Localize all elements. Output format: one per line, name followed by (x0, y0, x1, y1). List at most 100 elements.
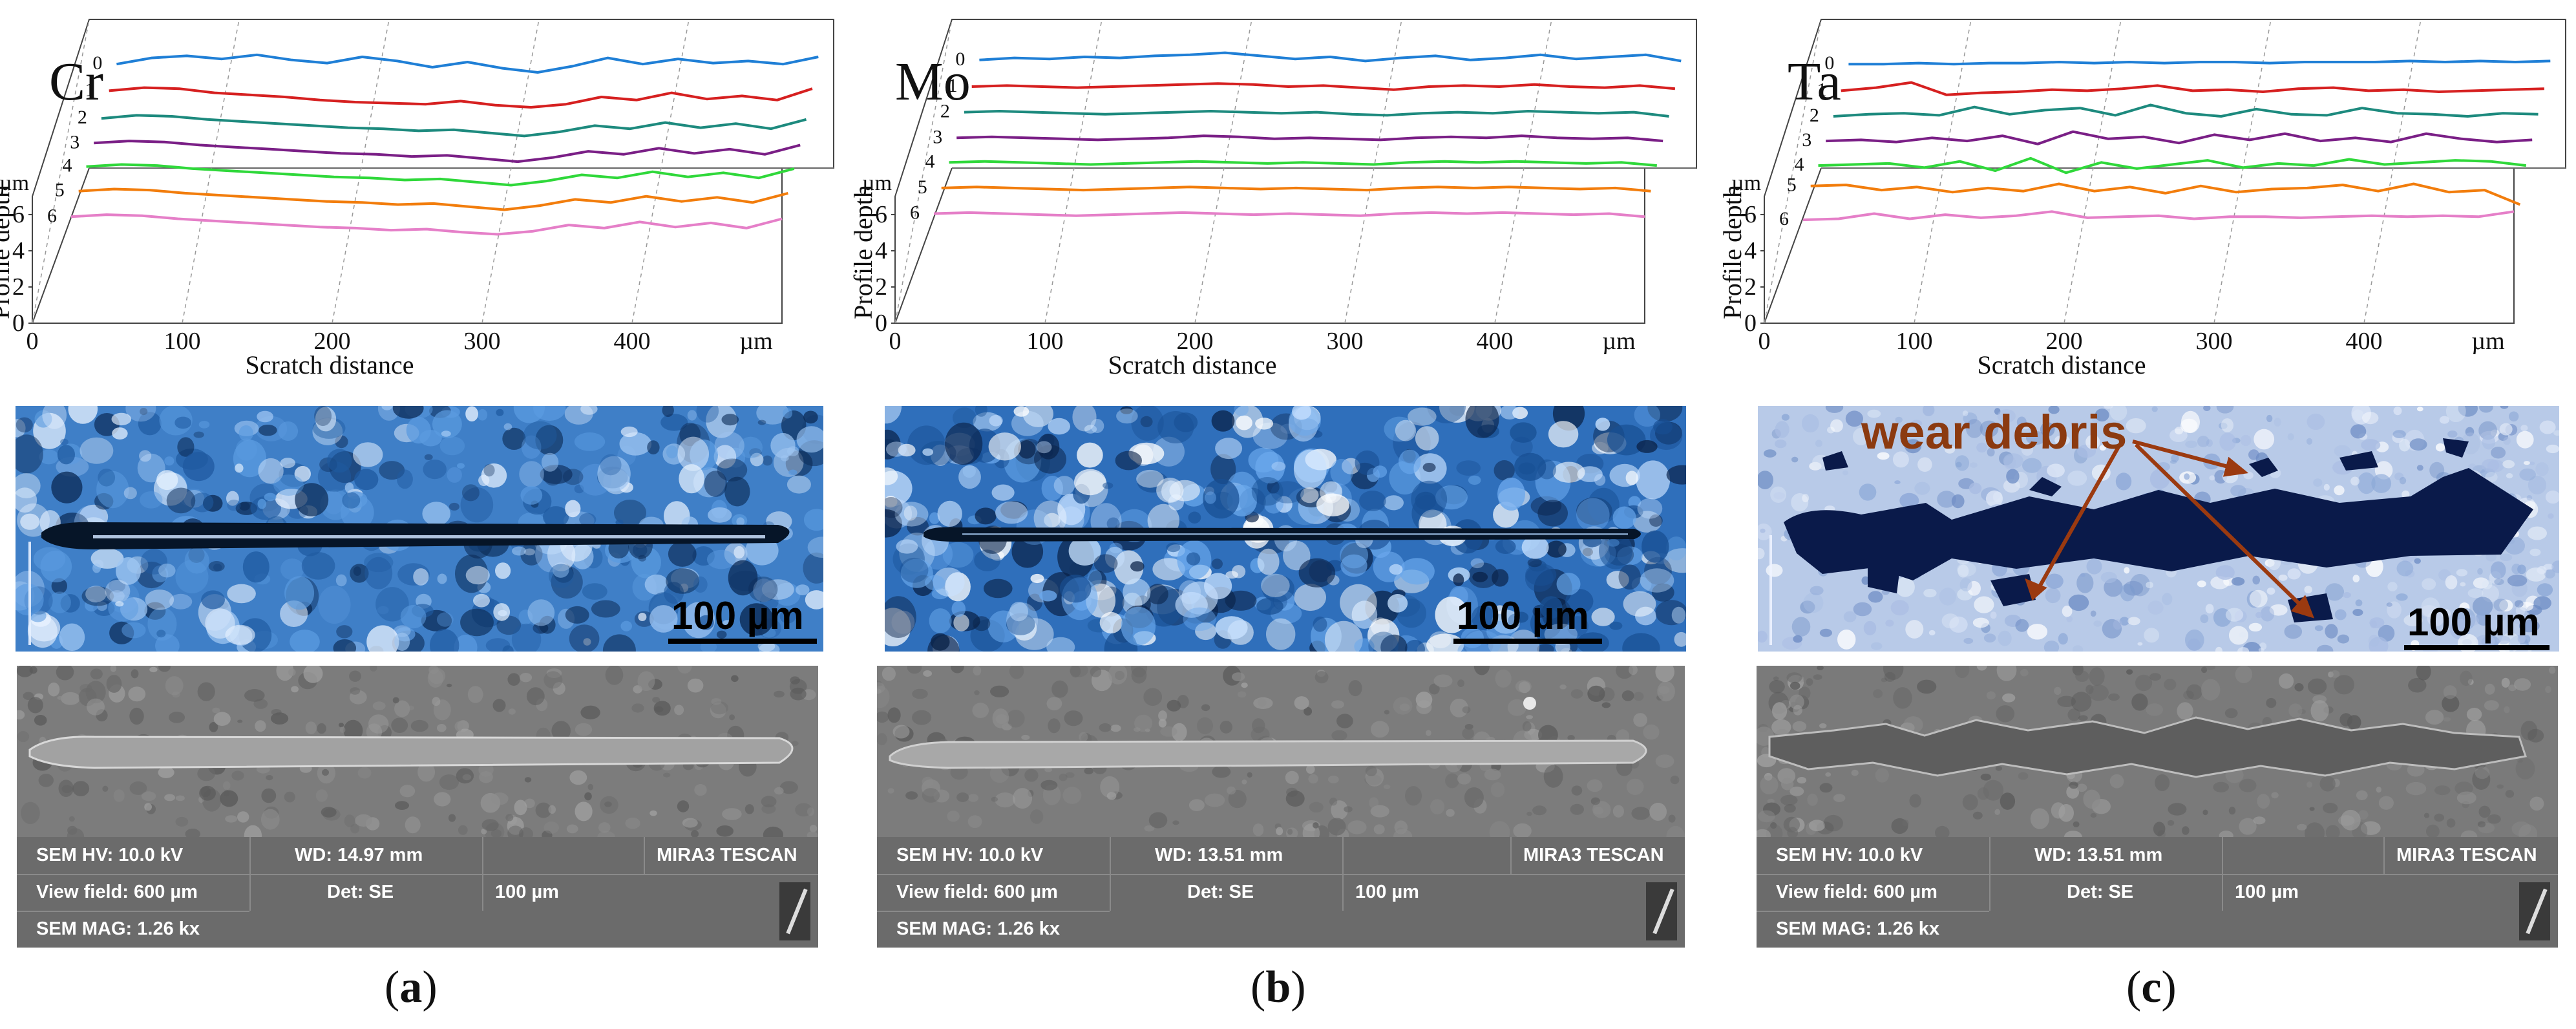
texture-grain (795, 803, 812, 817)
sem-det: Det: SE (327, 882, 394, 902)
texture-grain (518, 827, 533, 837)
texture-grain (1394, 820, 1408, 834)
texture-grain (1370, 805, 1389, 818)
texture-grain (264, 493, 277, 502)
texture-grain (1324, 621, 1363, 652)
texture-grain (1426, 633, 1464, 652)
texture-grain (301, 552, 335, 580)
texture-grain (478, 474, 490, 487)
y-tick-label: 4 (1744, 237, 1757, 264)
texture-grain (907, 666, 922, 674)
texture-grain (796, 426, 823, 453)
texture-grain (947, 811, 960, 822)
sem-image (877, 666, 1685, 837)
texture-grain (1148, 812, 1168, 829)
texture-grain (492, 699, 506, 712)
profile-line-2 (1833, 103, 2539, 118)
texture-grain (991, 796, 998, 802)
texture-grain (223, 781, 231, 790)
texture-grain (372, 701, 386, 710)
texture-grain (1928, 630, 1936, 636)
texture-grain (1294, 584, 1326, 611)
texture-grain (1591, 608, 1615, 626)
y-unit-label: µm (0, 171, 29, 195)
texture-grain (1156, 478, 1184, 503)
texture-grain (1899, 493, 1919, 509)
texture-grain (465, 406, 478, 422)
texture-grain (900, 557, 929, 583)
texture-grain (1039, 590, 1057, 602)
texture-grain (1576, 498, 1610, 532)
texture-grain (2325, 624, 2338, 639)
texture-grain (1009, 666, 1024, 679)
texture-grain (2294, 683, 2304, 692)
y-tick-label: 0 (875, 310, 887, 337)
texture-grain (1923, 406, 1935, 416)
texture-grain (1232, 565, 1246, 578)
texture-grain (1090, 419, 1104, 433)
texture-grain (2248, 622, 2263, 631)
texture-grain (2439, 416, 2449, 424)
texture-grain (410, 719, 428, 732)
panel-caption-letter: c (2141, 962, 2162, 1012)
texture-grain (544, 671, 563, 689)
texture-grain (336, 625, 353, 639)
texture-grain (644, 574, 669, 595)
texture-grain (1028, 790, 1034, 798)
wear-debris-label: wear debris (1861, 406, 2127, 459)
texture-grain (2515, 758, 2535, 780)
texture-grain (2445, 406, 2466, 423)
texture-grain (1144, 825, 1155, 832)
texture-grain (2323, 803, 2338, 814)
sem-scale: 100 µm (2235, 882, 2299, 902)
texture-grain (2460, 830, 2478, 837)
texture-grain (637, 671, 655, 691)
texture-grain (885, 497, 903, 518)
texture-grain (732, 514, 748, 527)
sem-mag: SEM MAG: 1.26 kx (1776, 918, 1940, 939)
texture-grain (2099, 445, 2106, 451)
texture-grain (2503, 436, 2511, 445)
texture-grain (144, 602, 166, 620)
texture-grain (1201, 704, 1210, 712)
texture-grain (729, 714, 735, 721)
texture-grain (2484, 700, 2499, 711)
texture-grain (1450, 698, 1468, 717)
texture-grain (394, 625, 411, 637)
texture-grain (1134, 714, 1153, 732)
x-axis-title: Scratch distance (1978, 350, 2146, 379)
texture-grain (1587, 685, 1605, 702)
texture-grain (1775, 440, 1787, 449)
texture-grain (1308, 774, 1318, 784)
texture-grain (761, 796, 777, 808)
texture-grain (1873, 689, 1883, 699)
grid-line-x (481, 19, 540, 324)
texture-grain (1116, 408, 1138, 424)
sem-image (1757, 666, 2558, 837)
texture-grain (2352, 409, 2364, 421)
texture-grain (1384, 416, 1415, 442)
texture-grain (164, 456, 174, 466)
texture-grain (2529, 796, 2544, 811)
texture-grain (2511, 564, 2522, 575)
texture-grain (1760, 775, 1779, 795)
texture-grain (1532, 805, 1547, 816)
profile-line-1 (971, 82, 1676, 91)
texture-grain (2490, 429, 2500, 437)
texture-grain (803, 509, 823, 531)
texture-grain (1582, 547, 1593, 557)
texture-grain (1011, 535, 1044, 568)
texture-grain (1526, 811, 1532, 816)
texture-grain (1539, 596, 1563, 619)
texture-grain (1435, 597, 1468, 633)
texture-grain (2551, 560, 2559, 573)
texture-grain (428, 666, 439, 674)
texture-grain (2514, 600, 2524, 608)
texture-grain (244, 825, 262, 837)
texture-grain (1427, 406, 1466, 423)
texture-grain (1972, 811, 1983, 820)
x-axis-title: Scratch distance (1108, 350, 1277, 379)
panel-caption-letter: a (399, 962, 423, 1012)
texture-grain (1018, 440, 1036, 459)
